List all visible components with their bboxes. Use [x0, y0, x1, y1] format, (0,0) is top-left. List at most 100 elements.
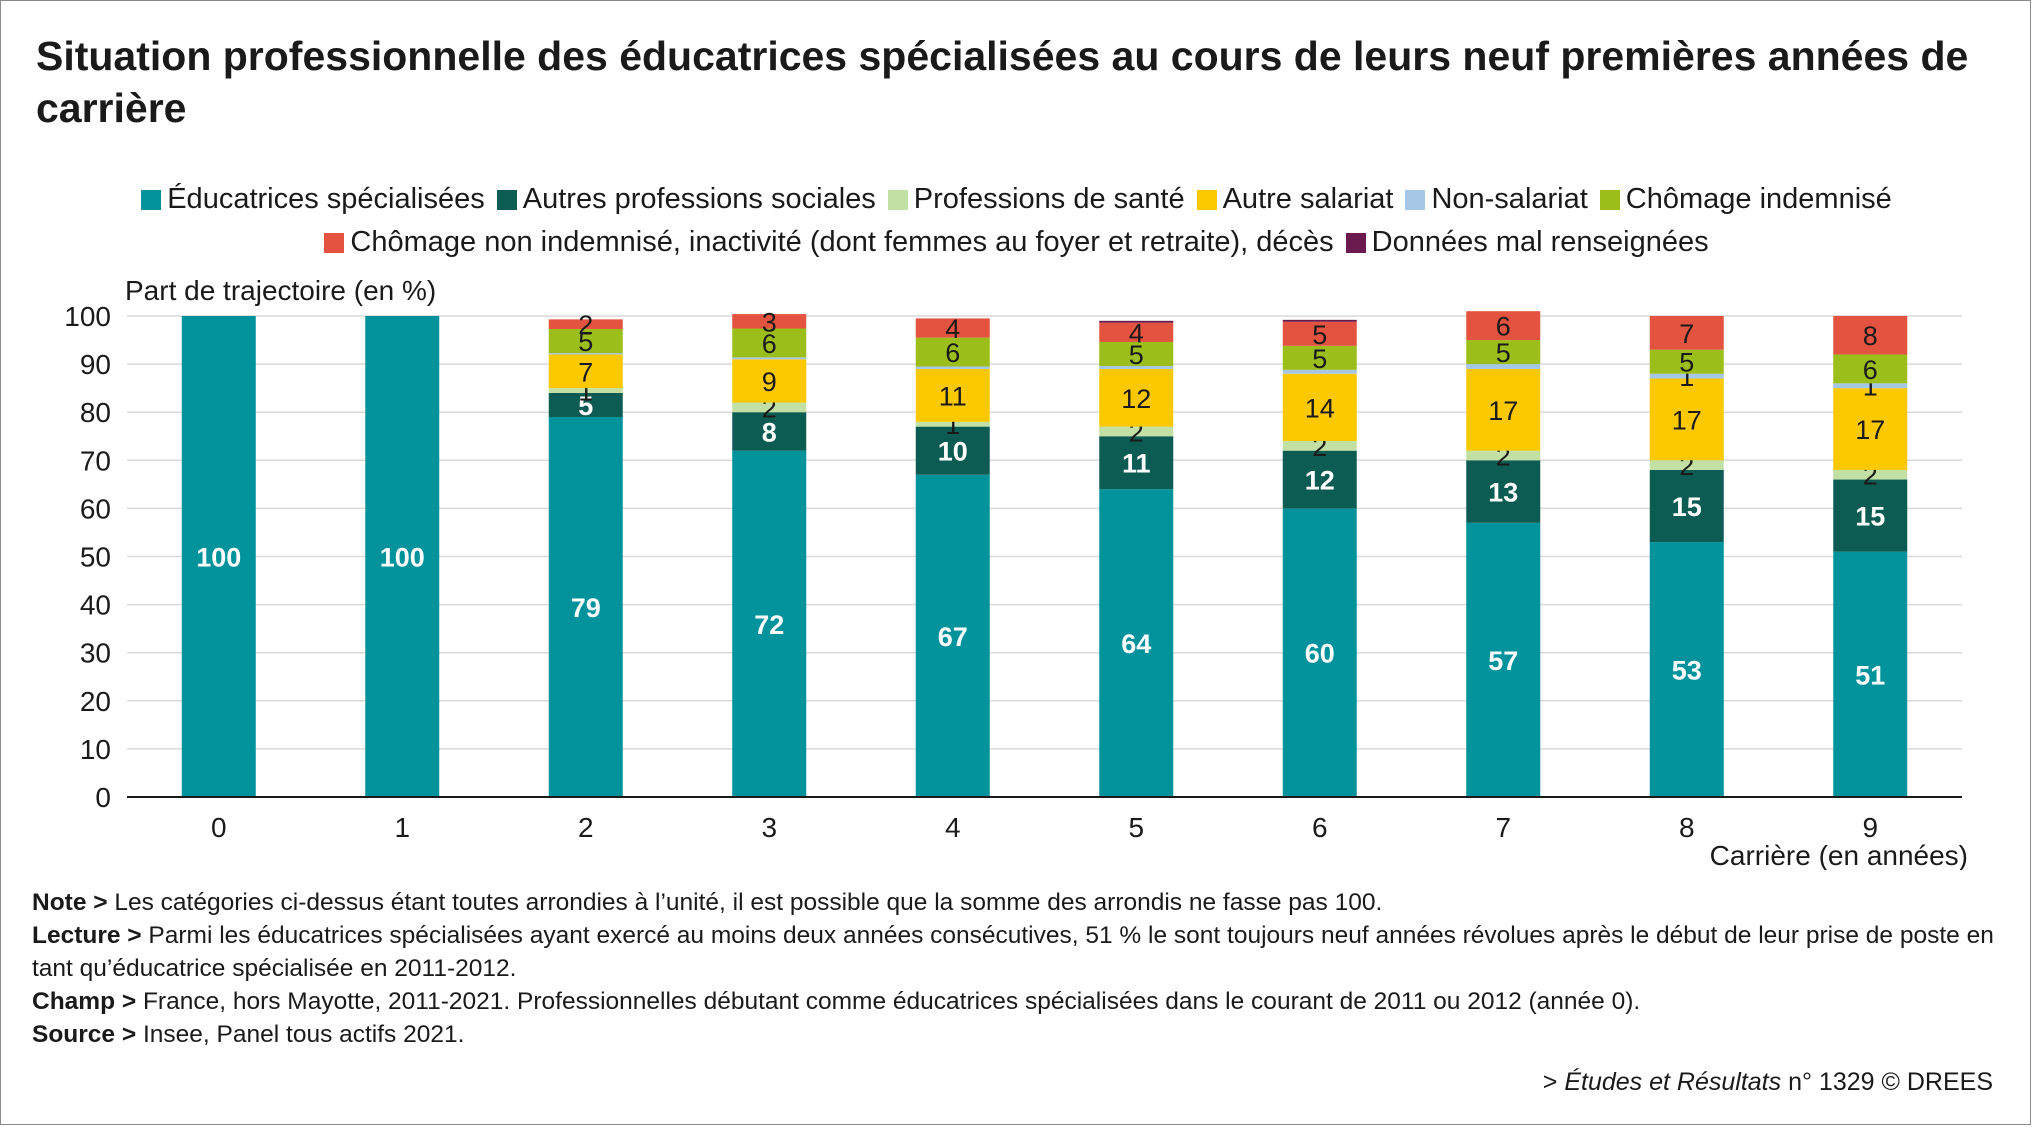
data-label: 12 [1305, 466, 1335, 496]
legend-label: Données mal renseignées [1371, 226, 1709, 258]
legend-swatch [1599, 189, 1620, 210]
bar-segment [1099, 426, 1174, 437]
data-label: 100 [380, 543, 425, 573]
legend-item: Autre salariat [1196, 178, 1394, 221]
bar-segment [1649, 378, 1724, 461]
y-tick-label: 70 [80, 445, 111, 476]
bar-segment [732, 402, 807, 413]
note-label: Note > [32, 889, 108, 916]
notes-block: Note > Les catégories ci-dessus étant to… [32, 886, 2007, 1051]
bar-segment [732, 314, 807, 329]
legend-item: Non-salariat [1405, 178, 1588, 221]
data-label: 64 [1121, 629, 1151, 659]
data-label: 72 [754, 610, 784, 640]
bar-segment [915, 366, 990, 369]
legend-item: Données mal renseignées [1345, 221, 1709, 264]
x-tick-label: 6 [1312, 812, 1328, 843]
lecture-label: Lecture > [32, 922, 142, 949]
bar-segment [1282, 441, 1357, 451]
y-tick-label: 0 [95, 782, 111, 813]
legend-label: Chômage indemnisé [1625, 183, 1892, 215]
data-label: 7 [578, 357, 593, 387]
data-label: 51 [1855, 660, 1885, 690]
data-label: 11 [939, 381, 967, 411]
data-label: 6 [1863, 355, 1878, 385]
legend-item: Éducatrices spécialisées [141, 178, 485, 221]
bar-segment [732, 450, 807, 797]
bar-segment [548, 328, 623, 354]
bar-segment [1282, 345, 1357, 370]
bar-segment [1466, 460, 1541, 523]
y-tick-label: 80 [80, 397, 111, 428]
data-label: 79 [571, 593, 601, 623]
bar-segment [1099, 436, 1174, 490]
bar-segment [1099, 322, 1174, 342]
data-label: 7 [1679, 319, 1694, 349]
bar-segment [1466, 368, 1541, 451]
data-label: 17 [1855, 415, 1885, 445]
bar-segment [1466, 311, 1541, 341]
champ-label: Champ > [32, 988, 137, 1015]
legend-swatch [887, 189, 908, 210]
data-label: 8 [762, 417, 777, 447]
data-label: 5 [1496, 338, 1511, 368]
y-tick-label: 20 [80, 686, 111, 717]
source-text: Insee, Panel tous actifs 2021. [136, 1021, 465, 1048]
bar-segment [1282, 373, 1357, 442]
bar-segment [1833, 551, 1908, 797]
bar-segment [1282, 450, 1357, 509]
source-label: Source > [32, 1021, 137, 1048]
bar-segment [1282, 369, 1357, 374]
legend-label: Éducatrices spécialisées [167, 183, 485, 215]
data-label: 15 [1855, 502, 1885, 532]
y-tick-label: 90 [80, 349, 111, 380]
y-tick-label: 30 [80, 638, 111, 669]
data-label: 5 [578, 327, 593, 357]
bar-segment [1466, 522, 1541, 797]
data-label: 13 [1488, 478, 1518, 508]
bar-segment [915, 474, 990, 797]
bar-segment [1282, 508, 1357, 797]
data-label: 4 [945, 314, 960, 344]
legend-label: Autre salariat [1222, 183, 1394, 215]
bar-segment [732, 328, 807, 358]
bar-segment [548, 354, 623, 389]
legend-swatch [1345, 232, 1366, 253]
data-label: 10 [938, 437, 968, 467]
legend-swatch [1196, 189, 1217, 210]
x-tick-label: 2 [578, 812, 594, 843]
bar-segment [732, 412, 807, 451]
bar-segment [1099, 489, 1174, 797]
x-tick-label: 0 [211, 812, 227, 843]
bar-segment [1466, 340, 1541, 365]
data-label: 2 [578, 310, 593, 340]
publication-title: Études et Résultats [1564, 1068, 1782, 1096]
lecture-line: Lecture > Parmi les éducatrices spéciali… [32, 919, 2007, 985]
legend-label: Professions de santé [913, 183, 1185, 215]
legend-swatch [496, 189, 517, 210]
x-tick-label: 1 [394, 812, 410, 843]
lecture-text: Parmi les éducatrices spécialisées ayant… [32, 922, 1994, 982]
bar-segment [1833, 388, 1908, 470]
bar-segment [181, 316, 256, 797]
data-label: 12 [1121, 384, 1151, 414]
bar-segment [1833, 479, 1908, 552]
data-label: 14 [1305, 393, 1335, 423]
data-label: 5 [1312, 320, 1327, 350]
bar-segment [548, 392, 623, 418]
data-label: 8 [1863, 321, 1878, 351]
bar-segment [732, 357, 807, 360]
data-label: 6 [945, 338, 960, 368]
legend-item: Chômage non indemnisé, inactivité (dont … [324, 221, 1334, 264]
bar-segment [365, 316, 440, 797]
bar-segment [1282, 319, 1357, 322]
data-label: 5 [578, 391, 593, 421]
bar-segment [1099, 366, 1174, 369]
bar-segment [1649, 316, 1724, 350]
legend-swatch [324, 232, 345, 253]
data-label: 3 [762, 307, 777, 337]
bar-segment [1099, 320, 1174, 323]
data-label: 53 [1672, 656, 1702, 686]
bar-segment [1466, 364, 1541, 369]
